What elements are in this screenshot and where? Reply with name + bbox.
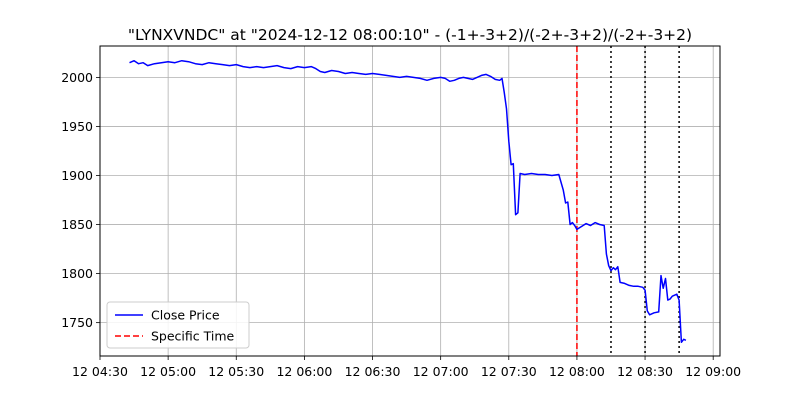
series-layer [129, 59, 687, 344]
x-tick-label: 12 09:00 [685, 364, 741, 379]
x-tick-label: 12 08:00 [549, 364, 605, 379]
legend-label: Close Price [151, 308, 220, 323]
x-tick-label: 12 06:30 [345, 364, 401, 379]
x-tick-label: 12 04:30 [72, 364, 128, 379]
y-tick-label: 1950 [61, 119, 93, 134]
x-tick-label: 12 07:00 [413, 364, 469, 379]
vertical-markers [576, 46, 680, 356]
x-tick-label: 12 07:30 [481, 364, 537, 379]
x-tick-label: 12 05:30 [208, 364, 264, 379]
chart-title: "LYNXVNDC" at "2024-12-12 08:00:10" - (-… [128, 26, 692, 44]
x-tick-label: 12 08:30 [617, 364, 673, 379]
x-tick-label: 12 06:00 [276, 364, 332, 379]
y-tick-label: 2000 [61, 70, 93, 85]
close-price-line [129, 59, 687, 344]
x-tick-label: 12 05:00 [140, 364, 196, 379]
y-axis: 1750 1800 1850 1900 1950 2000 [61, 70, 100, 330]
y-tick-label: 1900 [61, 168, 93, 183]
x-axis: 12 04:30 12 05:00 12 05:30 12 06:00 12 06:30… [72, 356, 741, 379]
legend: Close Price Specific Time [106, 301, 250, 349]
y-tick-label: 1800 [61, 266, 93, 281]
legend-label: Specific Time [151, 329, 235, 344]
y-tick-label: 1850 [61, 217, 93, 232]
plot-frame [99, 45, 721, 357]
y-tick-label: 1750 [61, 315, 93, 330]
